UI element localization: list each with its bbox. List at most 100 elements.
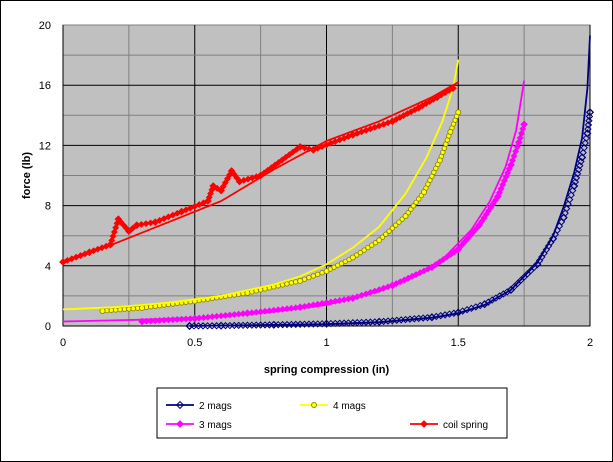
- data-point-sample: [577, 153, 587, 162]
- data-point: [113, 307, 119, 313]
- data-point: [576, 161, 584, 170]
- data-point: [460, 238, 468, 246]
- data-point-sample: [414, 103, 423, 112]
- legend-label: 2 mags: [199, 401, 232, 412]
- data-point-sample: [151, 218, 160, 226]
- data-point: [585, 117, 593, 125]
- data-point-sample: [447, 128, 454, 135]
- data-point: [130, 305, 136, 312]
- data-point-sample: [323, 268, 330, 275]
- data-point: [573, 170, 582, 178]
- data-point: [416, 196, 422, 202]
- data-point: [581, 139, 589, 147]
- data-point: [408, 206, 414, 212]
- data-point-sample: [297, 277, 304, 284]
- data-point: [571, 178, 580, 186]
- series-4-mags-line: [62, 59, 460, 311]
- data-point: [575, 165, 583, 174]
- data-point: [584, 121, 593, 129]
- data-point: [369, 242, 375, 248]
- data-point: [567, 191, 575, 199]
- data-point-sample: [185, 321, 194, 331]
- legend-item-4-mags: 4 mags: [300, 401, 366, 412]
- data-point: [410, 203, 417, 209]
- data-point: [306, 274, 312, 281]
- x-tick-label: 0: [60, 337, 66, 349]
- series-4-mags: [62, 59, 462, 314]
- y-tick-labels: 0 4 8 12 16 20: [39, 20, 51, 333]
- data-point-sample: [125, 227, 133, 236]
- data-point: [466, 232, 474, 239]
- data-point-sample: [322, 319, 331, 328]
- data-point: [584, 125, 592, 133]
- series-layer: [59, 35, 595, 331]
- series-3-mags: [62, 80, 528, 326]
- legend-item-3-mags: 3 mags: [166, 420, 232, 431]
- data-point-sample: [507, 161, 515, 169]
- data-point-sample: [585, 108, 595, 117]
- data-point: [393, 222, 399, 228]
- data-point: [365, 244, 371, 251]
- data-point: [383, 231, 389, 237]
- data-point: [580, 144, 588, 152]
- legend-swatch-marker: [311, 402, 317, 408]
- legend-item-coil-spring: coil spring: [410, 420, 488, 431]
- x-tick-label: 0.5: [187, 337, 202, 349]
- data-point-sample: [455, 109, 462, 116]
- data-point: [310, 273, 316, 279]
- data-point: [572, 174, 581, 182]
- data-point: [463, 235, 471, 243]
- data-point-sample: [132, 221, 141, 229]
- data-point-sample: [204, 197, 212, 205]
- data-point-sample: [570, 181, 579, 191]
- data-point-sample: [217, 186, 225, 195]
- data-point-sample: [583, 129, 592, 138]
- legend-box: [156, 387, 508, 439]
- data-point-sample: [493, 192, 502, 201]
- series-coil-spring: [59, 81, 459, 266]
- series-3-mags-line: [62, 80, 525, 323]
- legend-swatch-marker: [420, 420, 428, 428]
- x-tick-label: 2: [587, 337, 593, 349]
- legend: 2 mags 4 mags 3 mags coil spring: [156, 387, 508, 439]
- data-point-sample: [376, 237, 383, 244]
- x-tick-label: 1: [323, 337, 329, 349]
- y-axis-label: force (lb): [21, 152, 33, 199]
- legend-label: 4 mags: [333, 401, 366, 412]
- data-point-sample: [177, 207, 186, 216]
- data-point-sample: [349, 131, 357, 139]
- data-point-sample: [209, 182, 218, 190]
- data-point: [121, 306, 128, 312]
- data-point: [386, 228, 392, 234]
- x-tick-label: 1.5: [451, 337, 466, 349]
- y-tick-label: 20: [39, 20, 51, 32]
- data-point: [117, 306, 123, 313]
- data-point-sample: [515, 138, 523, 147]
- data-point-sample: [533, 260, 542, 269]
- data-point: [389, 225, 396, 231]
- data-point-sample: [256, 171, 265, 180]
- y-tick-label: 16: [39, 80, 51, 92]
- data-point-sample: [388, 117, 397, 126]
- legend-swatch-marker: [176, 420, 184, 428]
- y-tick-label: 0: [45, 321, 51, 333]
- data-point: [129, 224, 137, 232]
- data-point-sample: [235, 177, 244, 186]
- x-axis-label: spring compression (in): [264, 364, 390, 376]
- legend-label: coil spring: [443, 420, 488, 431]
- y-tick-label: 8: [45, 201, 51, 213]
- data-point-sample: [520, 120, 528, 129]
- data-point-sample: [269, 320, 278, 329]
- series-2-mags-line: [189, 35, 591, 327]
- data-point-sample: [427, 313, 437, 322]
- data-point: [288, 280, 295, 286]
- data-point-sample: [402, 213, 409, 220]
- data-point: [108, 307, 114, 313]
- series-coil-spring-markers: [59, 84, 457, 266]
- data-point: [357, 249, 364, 256]
- data-point: [413, 199, 419, 206]
- data-point: [585, 112, 594, 121]
- data-point-sample: [227, 167, 236, 175]
- data-point: [565, 195, 574, 204]
